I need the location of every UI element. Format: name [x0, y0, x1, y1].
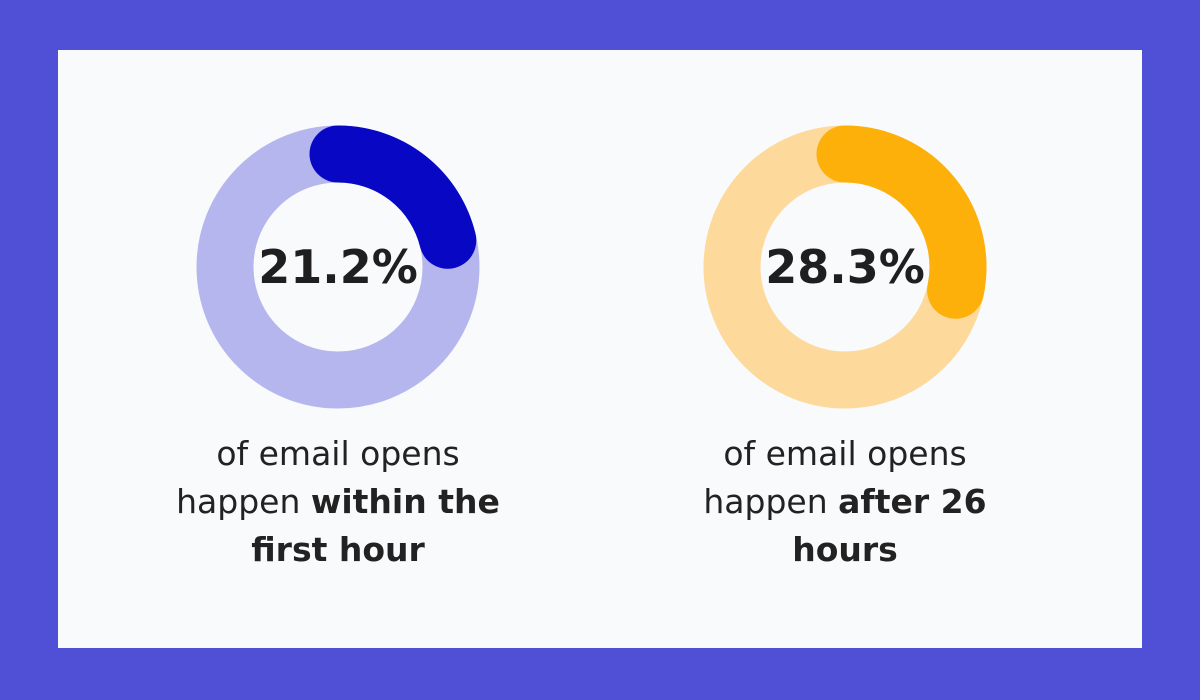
- donut-arc: [309, 125, 477, 269]
- caption-text: of email opens happen: [176, 434, 460, 521]
- value-label: 21.2%: [258, 240, 418, 294]
- caption-text: of email opens happen: [703, 434, 967, 521]
- caption: of email opens happen after 26 hours: [675, 430, 1015, 574]
- caption-emphasis: within the first hour: [251, 482, 500, 569]
- value-label: 28.3%: [765, 240, 925, 294]
- caption: of email opens happen within the first h…: [168, 430, 508, 574]
- donut-arc: [816, 125, 987, 319]
- caption-emphasis: after 26 hours: [792, 482, 987, 569]
